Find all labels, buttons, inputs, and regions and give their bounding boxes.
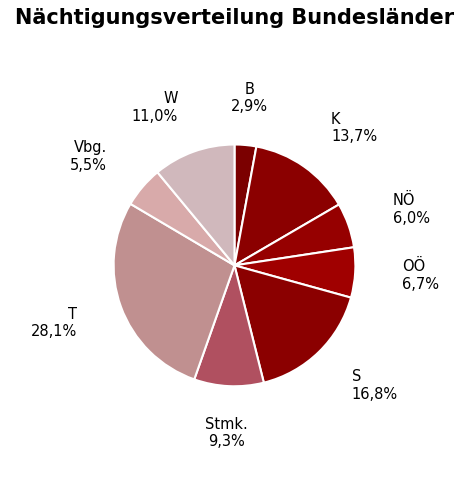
Wedge shape (234, 146, 339, 266)
Wedge shape (234, 205, 354, 266)
Wedge shape (234, 247, 356, 298)
Wedge shape (234, 266, 351, 383)
Text: W
11,0%: W 11,0% (131, 91, 178, 124)
Text: Stmk.
9,3%: Stmk. 9,3% (205, 417, 248, 449)
Wedge shape (194, 266, 264, 386)
Text: OÖ
6,7%: OÖ 6,7% (402, 259, 439, 292)
Text: K
13,7%: K 13,7% (331, 112, 377, 144)
Wedge shape (113, 204, 234, 379)
Title: Nächtigungsverteilung Bundesländer: Nächtigungsverteilung Bundesländer (15, 8, 454, 28)
Wedge shape (234, 144, 257, 266)
Text: B
2,9%: B 2,9% (231, 82, 268, 115)
Text: T
28,1%: T 28,1% (30, 306, 77, 339)
Wedge shape (130, 172, 234, 266)
Wedge shape (158, 144, 234, 266)
Text: S
16,8%: S 16,8% (352, 369, 398, 402)
Text: NÖ
6,0%: NÖ 6,0% (393, 193, 430, 226)
Text: Vbg.
5,5%: Vbg. 5,5% (70, 140, 107, 173)
